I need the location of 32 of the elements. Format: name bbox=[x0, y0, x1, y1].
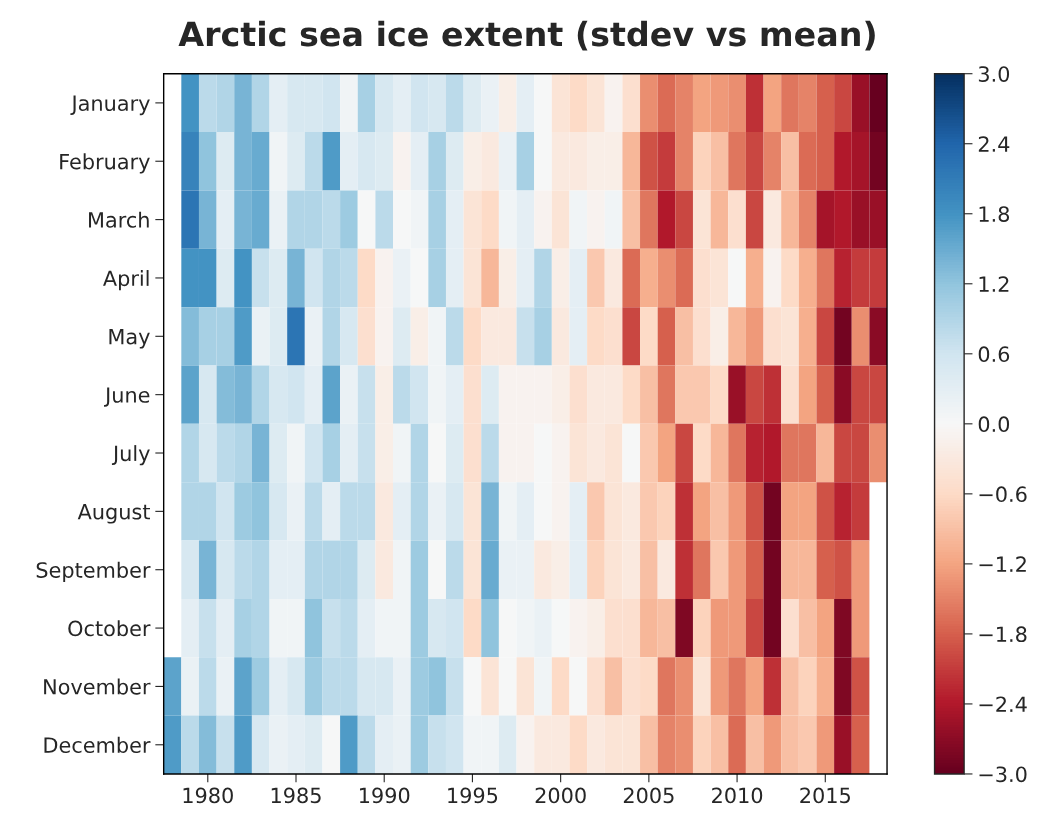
chart-title: Arctic sea ice extent (stdev vs mean) bbox=[178, 20, 875, 51]
color-bar-label: 0.0 bbox=[978, 416, 1010, 433]
y-tick-label: January bbox=[70, 95, 150, 116]
color-bar-label: −3.0 bbox=[979, 766, 1027, 783]
color-bar-label: −1.2 bbox=[979, 556, 1026, 572]
color-bar-label: −1.8 bbox=[979, 626, 1027, 643]
y-tick-label: December bbox=[44, 736, 151, 753]
color-bar-label: 3.0 bbox=[978, 66, 1010, 82]
color-bar-label: 0.6 bbox=[978, 346, 1010, 363]
x-tick-label: 2005 bbox=[623, 787, 674, 804]
x-tick-label: 1990 bbox=[359, 787, 410, 804]
y-tick-label: August bbox=[77, 504, 150, 524]
x-tick-label: 2010 bbox=[712, 787, 763, 804]
y-tick-label: February bbox=[60, 153, 150, 174]
y-tick-label: October bbox=[68, 620, 151, 637]
x-tick-label: 1980 bbox=[183, 787, 233, 804]
y-tick-label: November bbox=[44, 678, 151, 695]
y-tick-label: March bbox=[89, 211, 149, 228]
y-tick-label: May bbox=[109, 329, 150, 349]
color-bar-label: −2.4 bbox=[979, 696, 1027, 712]
y-tick-label: June bbox=[104, 387, 150, 407]
color-bar-label: −0.6 bbox=[979, 486, 1027, 503]
color-bar-label: 1.2 bbox=[979, 276, 1009, 292]
y-tick-label: September bbox=[36, 561, 151, 582]
y-tick-label: July bbox=[111, 445, 150, 466]
x-tick-label: 2000 bbox=[535, 787, 586, 804]
y-tick-label: April bbox=[103, 270, 149, 291]
x-tick-label: 1995 bbox=[448, 787, 498, 804]
x-tick-label: 2015 bbox=[800, 787, 850, 804]
x-tick-label: 1985 bbox=[271, 787, 321, 804]
color-bar-label: 2.4 bbox=[978, 136, 1010, 152]
color-bar-label: 1.8 bbox=[979, 206, 1010, 222]
